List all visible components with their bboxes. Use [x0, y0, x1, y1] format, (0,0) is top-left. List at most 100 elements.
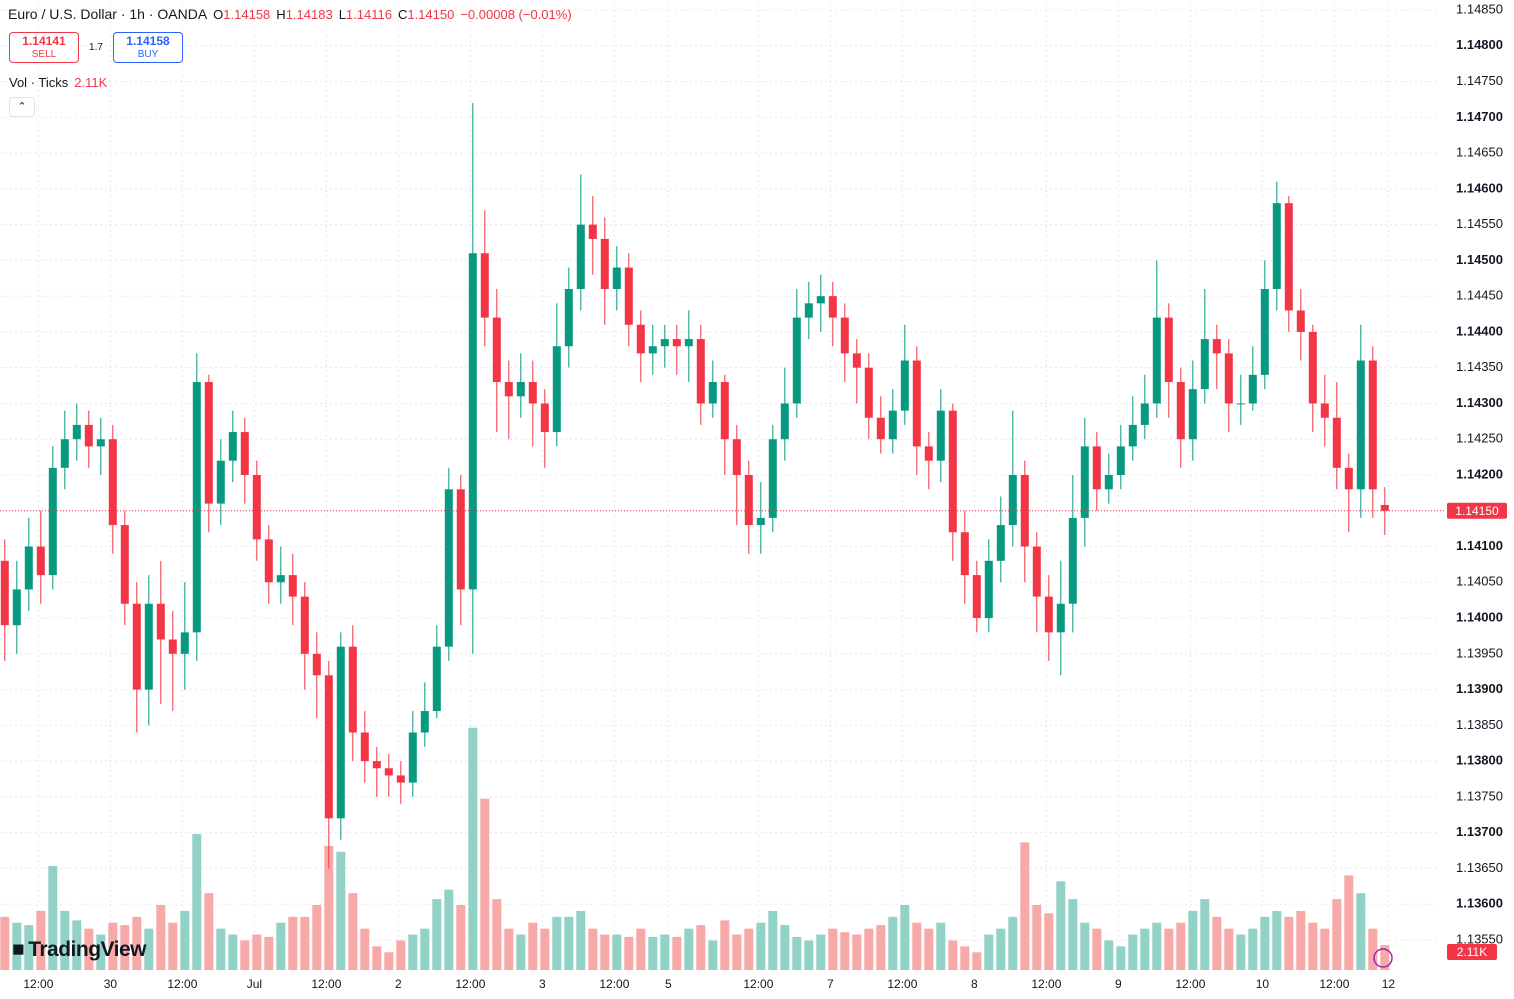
y-tick-label: 1.13700: [1456, 824, 1503, 839]
x-tick-label: 2: [395, 977, 402, 991]
volume-bar: [1236, 934, 1246, 970]
candle-body: [504, 381, 513, 397]
x-tick-label: 12:00: [599, 977, 629, 991]
volume-bar: [264, 936, 274, 970]
volume-bar: [732, 934, 742, 970]
candle-body: [516, 381, 525, 397]
ohlc-value: 1.14158: [223, 6, 271, 22]
candle-body: [204, 381, 213, 504]
candle-body: [1044, 596, 1053, 633]
y-tick-label: 1.13650: [1456, 860, 1503, 875]
y-tick-label: 1.13900: [1456, 681, 1503, 696]
volume-bar: [12, 922, 22, 970]
volume-bar: [120, 925, 130, 970]
x-tick-label: 12:00: [1031, 977, 1061, 991]
logo-text: TradingView: [28, 938, 147, 961]
volume-bar: [504, 928, 514, 970]
volume-bar: [1200, 899, 1210, 970]
volume-bar: [852, 934, 862, 970]
candle-body: [1308, 331, 1317, 404]
volume-bar: [492, 899, 502, 970]
volume-bar: [36, 910, 46, 970]
candles: [0, 103, 1389, 869]
volume-bars: [0, 727, 1390, 970]
y-tick-label: 1.14750: [1456, 73, 1503, 88]
candle-body: [588, 224, 597, 239]
candle-body: [132, 603, 141, 690]
candle-body: [384, 768, 393, 776]
candle-body: [576, 224, 585, 289]
volume-bar: [924, 928, 934, 970]
volume-bar: [288, 916, 298, 970]
candle-body: [1032, 546, 1041, 597]
x-tick-label: 30: [104, 977, 118, 991]
volume-bar: [768, 910, 778, 970]
volume-bar: [1272, 910, 1282, 970]
volume-bar: [1212, 916, 1222, 970]
volume-bar: [24, 925, 34, 970]
volume-bar: [108, 922, 118, 970]
volume-bar: [648, 936, 658, 970]
volume-bar: [996, 928, 1006, 970]
y-tick-label: 1.14850: [1456, 1, 1503, 16]
candle-body: [852, 353, 861, 368]
candle-body: [1272, 203, 1281, 289]
volume-bar: [780, 925, 790, 970]
candle-body: [396, 775, 405, 783]
y-tick-label: 1.14250: [1456, 431, 1503, 446]
volume-bar: [216, 928, 226, 970]
candle-body: [12, 589, 21, 626]
last-price-tag: [1447, 502, 1507, 519]
y-tick-label: 1.14600: [1456, 180, 1503, 195]
volume-bar: [312, 905, 322, 970]
x-tick-label: 7: [827, 977, 834, 991]
candle-body: [324, 675, 333, 819]
volume-bar: [1092, 928, 1102, 970]
candle-body: [492, 317, 501, 382]
candle-body: [780, 403, 789, 440]
volume-bar: [792, 936, 802, 970]
candle-body: [228, 432, 237, 461]
collapse-button[interactable]: ⌃: [9, 97, 35, 117]
candle-body: [540, 403, 549, 433]
candle-body: [1260, 288, 1269, 375]
volume-bar: [1008, 916, 1018, 970]
candle-body: [108, 439, 117, 526]
volume-bar: [60, 910, 70, 970]
candle-body: [612, 267, 621, 289]
sell-button[interactable]: 1.14141 SELL: [9, 32, 79, 63]
x-tick-label: 9: [1115, 977, 1122, 991]
candle-body: [1320, 403, 1329, 418]
volume-bar: [972, 952, 982, 970]
candle-body: [192, 381, 201, 633]
candle-body: [1296, 310, 1305, 332]
candle-body: [672, 339, 681, 347]
realtime-icon: [1373, 948, 1393, 968]
candle-body: [1188, 389, 1197, 440]
volume-bar: [240, 940, 250, 970]
volume-bar: [348, 893, 358, 970]
volume-bar: [1224, 928, 1234, 970]
candle-body: [636, 324, 645, 354]
candle-body: [60, 439, 69, 468]
y-tick-label: 1.13550: [1456, 931, 1503, 946]
candle-body: [36, 546, 45, 576]
candle-body: [96, 439, 105, 447]
volume-bar: [624, 936, 634, 970]
candle-body: [1140, 403, 1149, 425]
volume-bar: [1260, 916, 1270, 970]
volume-bar: [1116, 946, 1126, 970]
buy-button[interactable]: 1.14158 BUY: [113, 32, 183, 63]
y-tick-label: 1.13600: [1456, 896, 1503, 911]
candle-body: [1380, 505, 1389, 511]
volume-bar: [756, 922, 766, 970]
candle-body: [564, 288, 573, 347]
y-tick-label: 1.14400: [1456, 323, 1503, 338]
volume-bar: [528, 922, 538, 970]
candle-body: [1200, 339, 1209, 390]
volume-bar: [456, 905, 466, 970]
volume-bar: [1368, 928, 1378, 970]
x-tick-label: 12:00: [455, 977, 485, 991]
candle-body: [1104, 474, 1113, 490]
